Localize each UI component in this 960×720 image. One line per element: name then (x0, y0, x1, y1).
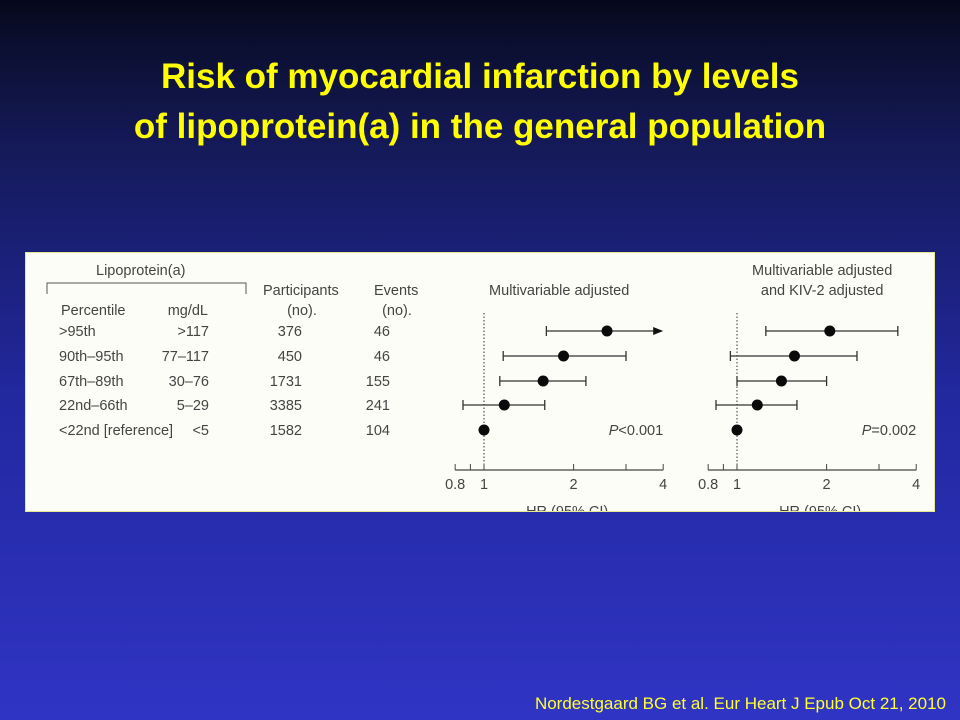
x-tick-label: 0.8 (698, 477, 718, 493)
p-label: P (862, 423, 872, 439)
hr-point (775, 375, 787, 387)
x-tick-label: 1 (480, 477, 488, 493)
hr-point (478, 424, 490, 436)
header-participants: Participants (263, 283, 339, 299)
p-value-text: <0.001 (618, 423, 663, 439)
panel-title: Multivariable adjusted (752, 263, 892, 279)
ci-arrow (653, 327, 664, 335)
panel-title: and KIV-2 adjusted (761, 283, 884, 299)
row-mgdl: >117 (177, 324, 209, 340)
p-value: P=0.002 (862, 423, 916, 439)
row-mgdl: <5 (192, 423, 209, 439)
forest-panel-2: Multivariable adjusted and KIV-2 adjusted… (698, 263, 920, 511)
row-events: 104 (366, 423, 390, 439)
slide-title-line2: of lipoprotein(a) in the general populat… (133, 107, 827, 146)
group-header: Lipoprotein(a) (96, 263, 185, 279)
hr-point (788, 350, 800, 362)
p-value-text: =0.002 (871, 423, 916, 439)
row-participants: 3385 (270, 398, 302, 414)
hr-point (731, 424, 743, 436)
x-tick-label: 2 (570, 477, 578, 493)
row-events: 46 (374, 324, 390, 340)
hr-point (751, 399, 763, 411)
x-tick-label: 1 (733, 477, 741, 493)
row-participants: 376 (278, 324, 302, 340)
row-participants: 1582 (270, 423, 302, 439)
row-events: 155 (366, 374, 390, 390)
row-events: 241 (366, 398, 390, 414)
x-tick-label: 0.8 (445, 477, 465, 493)
header-events: Events (374, 283, 418, 299)
forest-panel-1: Multivariable adjusted 0.8 1 2 4 HR (95% CI) P… (445, 283, 667, 511)
hr-point (558, 350, 570, 362)
header-events-unit: (no). (382, 303, 412, 319)
row-participants: 1731 (270, 374, 302, 390)
row-percentile: 22nd–66th (59, 398, 128, 414)
x-axis-label: HR (95% CI) (526, 504, 608, 511)
forest-plot-svg: Lipoprotein(a) Percentile mg/dL Particip… (46, 263, 920, 511)
hr-point (537, 375, 549, 387)
panel-title: Multivariable adjusted (489, 283, 629, 299)
p-value: P<0.001 (609, 423, 663, 439)
hr-point (824, 325, 836, 337)
row-mgdl: 77–117 (162, 349, 209, 365)
x-tick-label: 2 (823, 477, 831, 493)
row-percentile: <22nd [reference] (59, 423, 173, 439)
row-mgdl: 5–29 (177, 398, 209, 414)
row-events: 46 (374, 349, 390, 365)
hr-point (601, 325, 613, 337)
hr-point (498, 399, 510, 411)
row-percentile: >95th (59, 324, 96, 340)
row-participants: 450 (278, 349, 302, 365)
x-tick-label: 4 (659, 477, 667, 493)
x-axis-label: HR (95% CI) (779, 504, 861, 511)
row-percentile: 67th–89th (59, 374, 124, 390)
citation: Nordestgaard BG et al. Eur Heart J Epub … (534, 694, 946, 713)
header-percentile: Percentile (61, 303, 125, 319)
row-mgdl: 30–76 (169, 374, 209, 390)
header-mgdl: mg/dL (168, 303, 208, 319)
forest-plot-figure: Lipoprotein(a) Percentile mg/dL Particip… (25, 252, 935, 512)
slide-title-line1: Risk of myocardial infarction by levels (161, 57, 799, 96)
x-tick-label: 4 (912, 477, 920, 493)
group-bracket (46, 282, 247, 294)
p-label: P (609, 423, 619, 439)
header-participants-unit: (no). (287, 303, 317, 319)
row-percentile: 90th–95th (59, 349, 124, 365)
